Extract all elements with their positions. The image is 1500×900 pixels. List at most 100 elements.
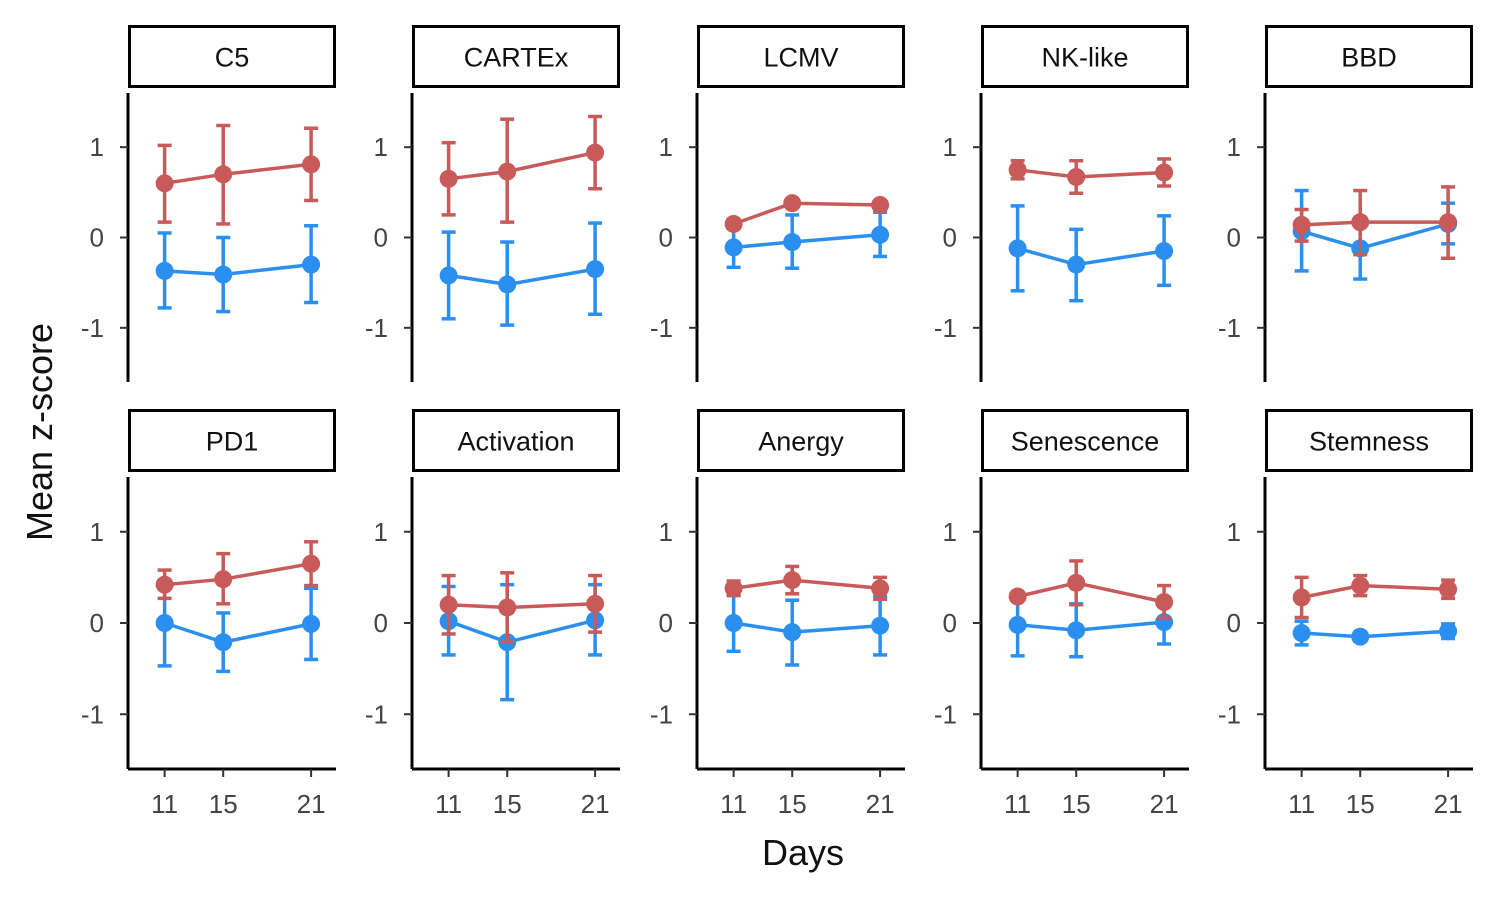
data-point — [439, 266, 458, 285]
y-tick-label: 0 — [943, 223, 957, 253]
x-tick-label: 21 — [1434, 789, 1463, 819]
y-tick-label: -1 — [934, 313, 957, 343]
strip-title: BBD — [1341, 43, 1397, 73]
data-point — [1292, 215, 1311, 234]
series-line — [1017, 620, 1165, 633]
data-point — [1439, 213, 1458, 232]
data-point — [1067, 255, 1086, 274]
data-point — [1292, 624, 1311, 643]
series-line — [733, 233, 881, 250]
data-point — [586, 260, 605, 279]
data-point — [1155, 242, 1174, 261]
y-tick-label: 0 — [1227, 223, 1241, 253]
data-point — [498, 162, 517, 181]
series-blue — [1008, 592, 1174, 659]
x-tick-label: 11 — [1004, 789, 1031, 819]
series-line — [164, 162, 312, 186]
series-red — [1292, 185, 1458, 261]
data-point — [871, 616, 890, 635]
series-line — [1017, 168, 1165, 179]
data-point — [1067, 573, 1086, 592]
data-point — [302, 614, 321, 633]
y-tick-label: 0 — [1227, 608, 1241, 638]
panel-cartex: CARTEx 1 0 -1 — [365, 25, 620, 382]
strip-box — [697, 25, 905, 88]
strip-title: PD1 — [206, 427, 259, 457]
series-line — [448, 618, 596, 645]
series-red — [724, 194, 890, 233]
y-tick-label: 1 — [374, 132, 388, 162]
data-point — [302, 255, 321, 274]
y-tick-label: 1 — [659, 132, 673, 162]
data-point — [1067, 167, 1086, 186]
data-point — [1008, 587, 1027, 606]
x-tick-label: 21 — [866, 789, 895, 819]
strip-title: C5 — [215, 43, 250, 73]
data-point — [783, 194, 802, 213]
data-point — [1292, 588, 1311, 607]
series-red — [155, 540, 321, 606]
series-red — [439, 114, 605, 224]
strip-title: NK-like — [1041, 43, 1128, 73]
data-point — [871, 579, 890, 598]
series-line — [448, 150, 596, 181]
y-tick-label: -1 — [365, 313, 388, 343]
data-point — [155, 575, 174, 594]
series-red — [1008, 559, 1174, 621]
y-tick-label: -1 — [365, 699, 388, 729]
strip-box — [128, 25, 336, 88]
data-point — [1351, 213, 1370, 232]
y-tick-label: -1 — [1218, 699, 1241, 729]
y-tick-label: 0 — [90, 223, 104, 253]
data-point — [1155, 163, 1174, 182]
series-line — [448, 267, 596, 287]
data-point — [783, 623, 802, 642]
data-point — [1008, 239, 1027, 258]
x-tick-label: 21 — [581, 789, 610, 819]
data-point — [302, 155, 321, 174]
data-point — [871, 225, 890, 244]
strip-box — [1265, 409, 1473, 472]
strip-box — [412, 25, 620, 88]
series-blue — [155, 224, 321, 314]
y-tick-label: 1 — [659, 517, 673, 547]
y-tick-label: 0 — [90, 608, 104, 638]
x-tick-label: 11 — [435, 789, 462, 819]
y-tick-label: 0 — [659, 223, 673, 253]
data-point — [155, 174, 174, 193]
strip-title: Activation — [457, 427, 574, 457]
y-tick-label: -1 — [934, 699, 957, 729]
series-blue — [439, 221, 605, 327]
data-point — [586, 143, 605, 162]
series-line — [164, 262, 312, 277]
data-point — [1008, 615, 1027, 634]
strip-title: CARTEx — [464, 43, 569, 73]
y-tick-label: 1 — [90, 132, 104, 162]
data-point — [498, 275, 517, 294]
series-blue — [1292, 619, 1458, 647]
x-tick-label: 21 — [297, 789, 326, 819]
y-tick-label: 0 — [943, 608, 957, 638]
y-tick-label: 1 — [1227, 517, 1241, 547]
panel-stemness: Stemness 11 15 21 1 0 -1 — [1218, 409, 1473, 819]
panel-grid: C5 1 0 -1 CARTEx 1 0 -1 LCMV 1 0 -1 NK-like 1 0 -1 BBD 1 0… — [81, 25, 1473, 819]
data-point — [1351, 627, 1370, 646]
data-point — [724, 214, 743, 233]
data-point — [302, 554, 321, 573]
panel-activation: Activation 11 15 21 1 0 -1 — [365, 409, 620, 819]
x-tick-label: 15 — [209, 789, 238, 819]
data-point — [439, 169, 458, 188]
data-point — [498, 598, 517, 617]
data-point — [724, 579, 743, 598]
panel-senescence: Senescence 11 15 21 1 0 -1 — [934, 409, 1189, 819]
data-point — [586, 594, 605, 613]
x-tick-label: 11 — [720, 789, 747, 819]
y-tick-label: -1 — [81, 699, 104, 729]
strip-title: Stemness — [1309, 427, 1429, 457]
data-point — [1439, 580, 1458, 599]
x-tick-label: 15 — [778, 789, 807, 819]
y-tick-label: 1 — [90, 517, 104, 547]
series-line — [733, 621, 881, 634]
panel-nk-like: NK-like 1 0 -1 — [934, 25, 1189, 382]
